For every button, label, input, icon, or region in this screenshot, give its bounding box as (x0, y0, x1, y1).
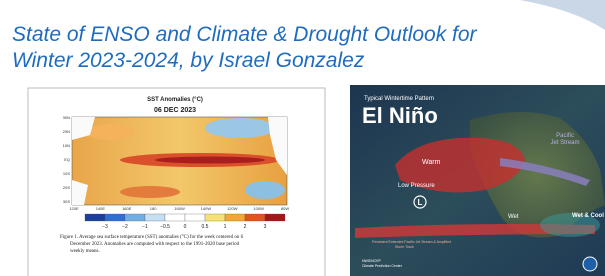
figure-subtitle: Typical Wintertime Pattern (364, 96, 434, 102)
lat-label: 30N (63, 115, 70, 120)
colorbar (85, 214, 285, 221)
noaa-logo (583, 257, 597, 271)
lon-label: 180 (150, 206, 157, 211)
lon-label: 140W (201, 206, 212, 211)
lon-label: 120E (69, 206, 79, 211)
slide: State of ENSO and Climate & Drought Outl… (0, 0, 605, 276)
colorbar-segment (265, 214, 285, 221)
map-label: Jet Stream (550, 140, 579, 146)
map-label: Wet (508, 214, 519, 220)
map-label: L (418, 198, 423, 207)
title-line: State of ENSO and Climate & Drought Outl… (12, 23, 478, 46)
colorbar-segment (205, 214, 225, 221)
caption-line: December 2023. Anomalies are computed wi… (70, 242, 240, 247)
map-label: Warm (422, 159, 441, 166)
lat-label: 20N (63, 129, 70, 134)
map-label: Wet & Cool (572, 213, 604, 219)
lon-label: 140E (96, 206, 106, 211)
map-label: Storm Track (395, 245, 414, 249)
figure-date: 06 DEC 2023 (154, 107, 196, 114)
colorbar-segment (85, 214, 105, 221)
page: State of ENSO and Climate & Drought Outl… (0, 0, 605, 276)
colorbar-label: −0.5 (160, 224, 170, 230)
lon-label: 160W (174, 206, 185, 211)
map-label: Pacific (556, 133, 574, 139)
corner-decoration (520, 0, 605, 30)
caption-line: Figure 1. Average sea surface temperatur… (60, 235, 244, 240)
lat-label: 30S (63, 199, 70, 204)
colorbar-segment (125, 214, 145, 221)
caption-line: weekly means. (70, 249, 100, 254)
lat-label: 20S (63, 185, 70, 190)
colorbar-label: 1 (224, 224, 227, 230)
map-label: Low Pressure (398, 183, 435, 189)
colorbar-label: 2 (244, 224, 247, 230)
colorbar-segment (165, 214, 185, 221)
lat-label: 10N (63, 143, 70, 148)
lon-label: 120W (227, 206, 238, 211)
colorbar-segment (225, 214, 245, 221)
sst-map (72, 117, 287, 205)
colorbar-label: 3 (264, 224, 267, 230)
colorbar-label: −2 (122, 224, 128, 230)
colorbar-segment (145, 214, 165, 221)
credit: Climate Prediction Center (362, 264, 403, 268)
colorbar-segment (105, 214, 125, 221)
credit: NWS/NCEP (362, 259, 382, 263)
lat-label: 10S (63, 171, 70, 176)
figure-title: SST Anomalies (°C) (147, 97, 203, 103)
title-line: Winter 2023-2024, by Israel Gonzalez (12, 49, 365, 72)
lon-label: 80W (281, 206, 289, 211)
lat-label: EQ (64, 157, 70, 162)
colorbar-label: −3 (102, 224, 108, 230)
map-label: Persistent Extended Pacific Jet Stream &… (372, 240, 451, 244)
colorbar-segment (185, 214, 205, 221)
colorbar-label: 0 (184, 224, 187, 230)
lon-label: 100W (253, 206, 264, 211)
figure-title: El Niño (362, 103, 438, 128)
colorbar-label: −1 (142, 224, 148, 230)
lon-label: 160E (122, 206, 132, 211)
colorbar-segment (245, 214, 265, 221)
colorbar-label: 0.5 (202, 224, 209, 230)
